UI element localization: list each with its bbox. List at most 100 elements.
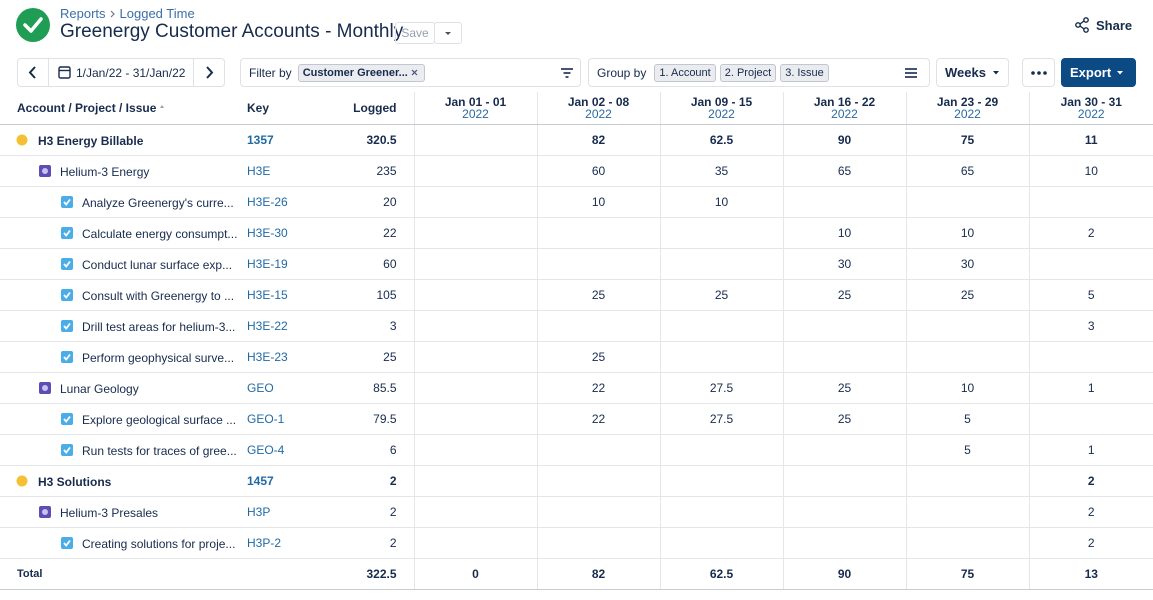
week-cell: 60 bbox=[536, 155, 660, 187]
share-button[interactable]: Share bbox=[1074, 17, 1132, 33]
week-cell bbox=[413, 465, 537, 497]
week-cell: 22 bbox=[536, 403, 660, 435]
breadcrumb-link[interactable]: Logged Time bbox=[119, 6, 195, 21]
week-cell: 5 bbox=[1028, 279, 1153, 311]
week-year: 2022 bbox=[954, 107, 981, 121]
breadcrumb-link[interactable]: Reports bbox=[60, 6, 106, 21]
issue-row[interactable]: Explore geological surface ... GEO-1 79.5 2… bbox=[0, 403, 1153, 435]
week-cell bbox=[905, 341, 1029, 373]
logged-cell: 22 bbox=[330, 217, 414, 249]
column-header[interactable]: Key bbox=[240, 92, 330, 125]
week-year: 2022 bbox=[585, 107, 612, 121]
total-week: 82 bbox=[536, 558, 660, 590]
chip-remove[interactable] bbox=[408, 68, 420, 78]
chip-label: Customer Greener... bbox=[302, 66, 408, 79]
week-year: 2022 bbox=[1077, 107, 1105, 121]
project-row[interactable]: Helium-3 Energy H3E 235 60 35 65 65 10 bbox=[0, 155, 1153, 187]
period-label: Weeks bbox=[945, 65, 986, 80]
issue-row[interactable]: Perform geophysical surve... H3E-23 25 25 bbox=[0, 341, 1153, 373]
week-year: 2022 bbox=[831, 107, 858, 121]
row-name: Explore geological surface ... bbox=[82, 412, 237, 427]
key-cell[interactable]: H3P bbox=[240, 496, 330, 528]
week-cell bbox=[536, 248, 660, 280]
column-header[interactable]: Account / Project / Issue bbox=[0, 92, 240, 125]
column-header[interactable]: Logged bbox=[330, 92, 414, 125]
logged-cell: 320.5 bbox=[330, 124, 414, 156]
week-cell bbox=[536, 496, 660, 528]
export-button[interactable]: Export bbox=[1061, 58, 1136, 87]
issue-row[interactable]: Creating solutions for proje... H3P-2 2 2 bbox=[0, 527, 1153, 559]
week-cell: 22 bbox=[536, 372, 660, 404]
key-cell[interactable]: H3E-30 bbox=[240, 217, 330, 249]
issue-row[interactable]: Drill test areas for helium-3... H3E-22 3 3 bbox=[0, 310, 1153, 342]
key-cell[interactable]: GEO-1 bbox=[240, 403, 330, 435]
group-menu-icon[interactable] bbox=[905, 67, 917, 78]
week-cell: 25 bbox=[905, 279, 1029, 311]
issue-row[interactable]: Analyze Greenergy's curre... H3E-26 20 10 10 bbox=[0, 186, 1153, 218]
period-select[interactable]: Weeks bbox=[936, 58, 1009, 87]
more-button[interactable] bbox=[1022, 58, 1055, 87]
issue-icon bbox=[61, 444, 73, 457]
issue-icon bbox=[61, 351, 73, 364]
week-cell bbox=[413, 217, 537, 249]
key-cell[interactable]: H3E-26 bbox=[240, 186, 330, 218]
group-label: Group by bbox=[597, 65, 647, 80]
row-name: Conduct lunar surface exp... bbox=[82, 257, 233, 272]
issue-row[interactable]: Consult with Greenergy to ... H3E-15 105 25… bbox=[0, 279, 1153, 311]
account-row[interactable]: H3 Energy Billable 1357 320.5 82 62.5 90 75 11 bbox=[0, 124, 1153, 156]
check bbox=[63, 199, 71, 207]
issue-row[interactable]: Run tests for traces of gree... GEO-4 6 5 1 bbox=[0, 434, 1153, 466]
week-cell: 2 bbox=[1028, 527, 1153, 559]
week-cell bbox=[413, 403, 537, 435]
week-cell bbox=[659, 248, 783, 280]
column-header-label: Account / Project / Issue bbox=[17, 101, 157, 115]
prev-button[interactable] bbox=[18, 59, 49, 86]
issue-row[interactable]: Conduct lunar surface exp... H3E-19 60 30 30 bbox=[0, 248, 1153, 280]
week-cell bbox=[659, 217, 783, 249]
project-row[interactable]: Lunar Geology GEO 85.5 22 27.5 25 10 1 bbox=[0, 372, 1153, 404]
account-row[interactable]: H3 Solutions 1457 2 2 bbox=[0, 465, 1153, 497]
filter-label: Filter by bbox=[249, 65, 292, 80]
save-button[interactable]: Save bbox=[395, 22, 435, 44]
check bbox=[63, 354, 71, 362]
key-cell[interactable]: H3E-23 bbox=[240, 341, 330, 373]
key-cell[interactable]: GEO bbox=[240, 372, 330, 404]
logged-cell: 60 bbox=[330, 248, 414, 280]
key-cell[interactable]: H3E-19 bbox=[240, 248, 330, 280]
group-chip[interactable]: 3. Issue bbox=[780, 63, 829, 82]
week-cell: 25 bbox=[659, 279, 783, 311]
next-button[interactable] bbox=[193, 59, 224, 86]
key-cell[interactable]: H3E-22 bbox=[240, 310, 330, 342]
week-cell: 65 bbox=[782, 155, 906, 187]
issue-icon bbox=[61, 413, 73, 426]
group-chip[interactable]: 2. Project bbox=[719, 63, 777, 82]
key-cell[interactable]: H3E-15 bbox=[240, 279, 330, 311]
week-cell bbox=[782, 496, 906, 528]
status-icon bbox=[16, 8, 50, 42]
week-cell: 27.5 bbox=[659, 372, 783, 404]
save-menu[interactable] bbox=[434, 22, 462, 44]
week-cell bbox=[782, 186, 906, 218]
group-chip[interactable]: 1. Account bbox=[654, 63, 716, 82]
date-range[interactable]: 1/Jan/22 - 31/Jan/22 bbox=[76, 65, 186, 80]
issue-icon bbox=[61, 227, 73, 240]
key-cell[interactable]: 1457 bbox=[240, 465, 330, 497]
filter-icon[interactable] bbox=[560, 67, 574, 79]
total-week: 75 bbox=[905, 558, 1029, 590]
key-cell[interactable]: H3P-2 bbox=[240, 527, 330, 559]
week-cell bbox=[413, 155, 537, 187]
key-cell[interactable]: H3E bbox=[240, 155, 330, 187]
export-label: Export bbox=[1070, 65, 1112, 80]
week-header: Jan 16 - 22 2022 bbox=[782, 92, 906, 125]
key-cell[interactable]: 1357 bbox=[240, 124, 330, 156]
total-logged: 322.5 bbox=[330, 558, 414, 590]
project-row[interactable]: Helium-3 Presales H3P 2 2 bbox=[0, 496, 1153, 528]
name-cell: Calculate energy consumpt... bbox=[0, 217, 240, 249]
check bbox=[63, 416, 71, 424]
key-cell[interactable]: GEO-4 bbox=[240, 434, 330, 466]
group-box[interactable]: Group by 1. Account 2. Project 3. Issue bbox=[588, 58, 930, 87]
week-cell: 5 bbox=[905, 434, 1029, 466]
filter-chip[interactable]: Customer Greener... bbox=[297, 63, 425, 82]
issue-row[interactable]: Calculate energy consumpt... H3E-30 22 10 10… bbox=[0, 217, 1153, 249]
filter-box[interactable]: Filter by Customer Greener... bbox=[240, 58, 581, 87]
